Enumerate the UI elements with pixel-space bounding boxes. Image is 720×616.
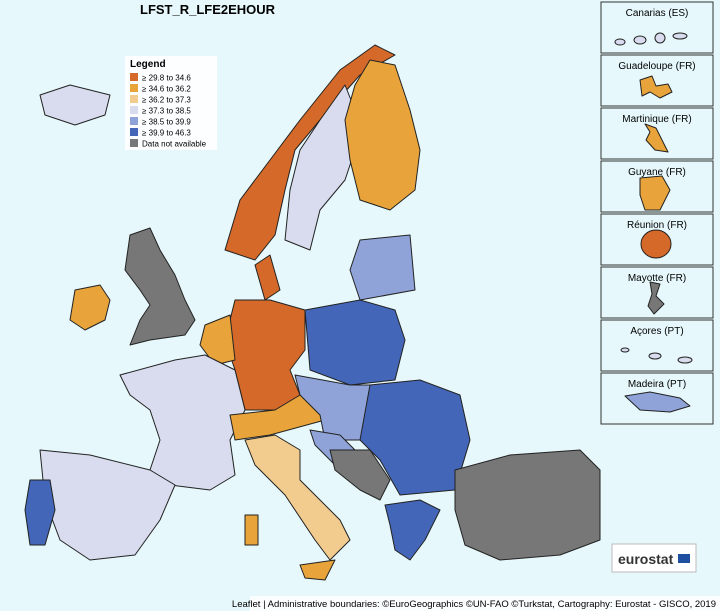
inset-shape <box>614 32 688 46</box>
inset-shape <box>647 281 665 315</box>
inset-box <box>600 54 714 107</box>
inset-label: Mayotte (FR) <box>628 273 686 284</box>
greece <box>384 499 441 561</box>
inset-shape <box>640 229 672 259</box>
turkey <box>454 449 601 561</box>
western-balkans <box>329 449 391 501</box>
legend-swatch <box>130 95 138 103</box>
inset-label: Canarias (ES) <box>626 8 689 19</box>
attribution: Leaflet | Administrative boundaries: ©Eu… <box>232 599 716 610</box>
finland <box>344 59 421 211</box>
inset-shape <box>644 123 669 153</box>
regions <box>24 44 601 581</box>
sicily <box>299 559 336 581</box>
inset-shape <box>639 175 671 211</box>
united-kingdom <box>124 227 196 346</box>
legend: Legend ≥ 29.8 to 34.6 ≥ 34.6 to 36.2 ≥ 36.… <box>125 56 217 150</box>
iceland <box>39 84 111 126</box>
portugal <box>24 479 56 546</box>
baltic-states <box>349 234 416 301</box>
legend-title: Legend <box>130 59 166 70</box>
legend-swatch <box>130 117 138 125</box>
legend-label: ≥ 38.5 to 39.9 <box>142 118 191 127</box>
inset-label: Açores (PT) <box>630 326 683 337</box>
france <box>119 354 246 491</box>
legend-label: ≥ 37.3 to 38.5 <box>142 107 191 116</box>
inset-shape <box>624 391 691 413</box>
poland <box>304 299 406 386</box>
inset-shape <box>620 347 693 364</box>
inset-label: Guyane (FR) <box>628 167 686 178</box>
italy <box>244 434 351 561</box>
inset-shape <box>639 75 673 99</box>
inset-label: Réunion (FR) <box>627 220 687 231</box>
logo: eurostat <box>618 551 674 567</box>
logo-flag <box>678 554 690 563</box>
benelux <box>199 314 236 366</box>
legend-swatch <box>130 128 138 136</box>
inset-label: Guadeloupe (FR) <box>618 61 695 72</box>
legend-swatch <box>130 73 138 81</box>
legend-label: ≥ 39.9 to 46.3 <box>142 129 191 138</box>
attribution-box <box>250 596 720 611</box>
legend-label: ≥ 36.2 to 37.3 <box>142 96 191 105</box>
legend-label: ≥ 29.8 to 34.6 <box>142 74 191 83</box>
inset-label: Martinique (FR) <box>622 114 691 125</box>
inset-box <box>600 319 714 372</box>
legend-swatch <box>130 106 138 114</box>
legend-swatch <box>130 139 138 147</box>
legend-label: Data not available <box>142 140 207 149</box>
denmark <box>254 254 281 301</box>
legend-box <box>125 56 217 150</box>
inset-label: Madeira (PT) <box>628 379 686 390</box>
insets: Canarias (ES) Guadeloupe (FR) Martinique (… <box>600 1 714 425</box>
legend-swatch <box>130 84 138 92</box>
legend-label: ≥ 34.6 to 36.2 <box>142 85 191 94</box>
sardinia <box>244 514 259 546</box>
ireland <box>69 284 111 331</box>
map-title: LFST_R_LFE2EHOUR <box>140 2 276 17</box>
